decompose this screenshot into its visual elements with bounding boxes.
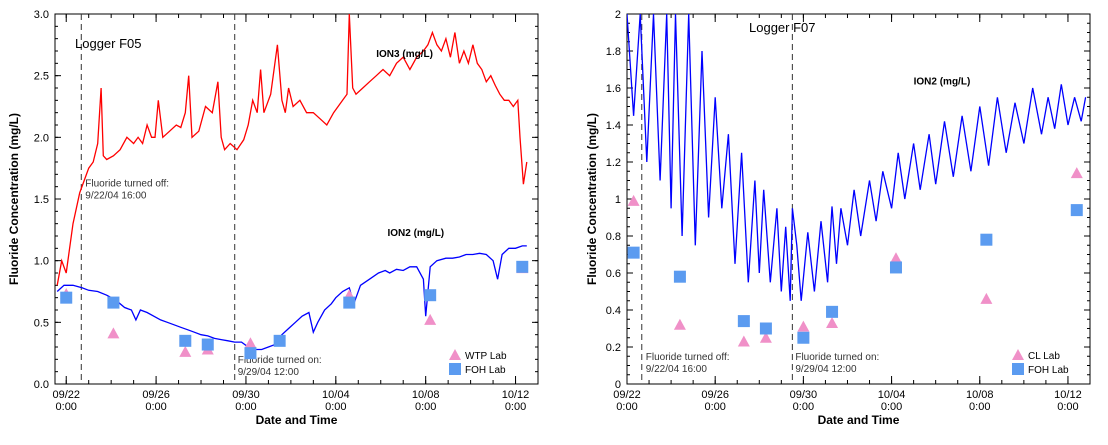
chart1-annotation-text: Fluoride turned off: xyxy=(85,179,169,190)
chart2-x-tick-label-date: 10/08 xyxy=(966,389,994,401)
chart2-marker-triangle xyxy=(797,321,809,332)
chart2-marker-square xyxy=(980,234,992,246)
chart2-x-tick-label-date: 09/26 xyxy=(701,389,729,401)
chart2-marker-square xyxy=(674,271,686,283)
chart1-x-tick-label-date: 10/04 xyxy=(322,389,350,401)
chart2-annotation-text: 9/22/04 16:00 xyxy=(646,364,708,375)
chart2-y-tick-label: 0.8 xyxy=(606,231,621,243)
chart1-marker-square xyxy=(424,289,436,301)
chart2-marker-triangle xyxy=(1071,167,1083,178)
chart2-x-tick-label-time: 0:00 xyxy=(616,401,637,413)
chart2-marker-square xyxy=(760,323,772,335)
chart2-marker-square xyxy=(1071,204,1083,216)
chart2-group: 00.20.40.60.811.21.41.61.8209/220:0009/2… xyxy=(585,9,1090,427)
chart1-y-tick-label: 0.5 xyxy=(34,317,49,329)
chart1-y-tick-label: 1.0 xyxy=(34,256,49,268)
chart1-legend-label: FOH Lab xyxy=(465,365,506,376)
chart1-marker-square xyxy=(516,261,528,273)
chart2-legend-marker-square xyxy=(1012,363,1024,375)
chart1-x-tick-label-date: 09/22 xyxy=(52,389,80,401)
chart1-marker-square xyxy=(244,347,256,359)
chart1-x-tick-label-date: 10/12 xyxy=(502,389,530,401)
chart1-marker-square xyxy=(202,339,214,351)
chart2-series-line-0 xyxy=(627,14,1086,301)
chart1-y-tick-label: 1.5 xyxy=(34,194,49,206)
chart1-marker-square xyxy=(274,335,286,347)
chart2-marker-square xyxy=(738,315,750,327)
chart1-y-tick-label: 3.0 xyxy=(34,9,49,21)
chart2-series-label-0: ION2 (mg/L) xyxy=(914,76,971,87)
chart2-legend-label: CL Lab xyxy=(1028,351,1060,362)
chart2-marker-square xyxy=(826,306,838,318)
chart2-annotation-text: 9/29/04 12:00 xyxy=(795,364,857,375)
chart2-annotation-text: Fluoride turned off: xyxy=(646,352,730,363)
chart2-x-tick-label-date: 10/04 xyxy=(878,389,906,401)
chart2-annotation-text: Fluoride turned on: xyxy=(795,352,879,363)
chart2-y-tick-label: 0.6 xyxy=(606,268,621,280)
chart2-logger-title: Logger F07 xyxy=(749,20,816,35)
chart1-x-tick-label-time: 0:00 xyxy=(415,401,436,413)
chart2-marker-triangle xyxy=(628,195,640,206)
chart1-legend-label: WTP Lab xyxy=(465,351,507,362)
chart1-annotation-text: 9/29/04 12:00 xyxy=(238,367,300,378)
chart1-marker-square xyxy=(179,335,191,347)
chart1-legend-marker-square xyxy=(449,363,461,375)
chart2-marker-square xyxy=(797,332,809,344)
chart2-marker-triangle xyxy=(738,335,750,346)
chart1-x-axis-title: Date and Time xyxy=(256,413,338,427)
chart2-marker-square xyxy=(890,261,902,273)
chart2-legend-marker-triangle xyxy=(1012,349,1024,360)
chart2-y-tick-label: 1.8 xyxy=(606,46,621,58)
chart1-series-line-1 xyxy=(57,246,527,350)
chart2-x-tick-label-time: 0:00 xyxy=(969,401,990,413)
chart1-marker-square xyxy=(343,297,355,309)
chart1-x-tick-label-time: 0:00 xyxy=(505,401,526,413)
chart2-y-tick-label: 2 xyxy=(615,9,621,21)
chart2-marker-triangle xyxy=(674,319,686,330)
chart2-x-tick-label-time: 0:00 xyxy=(1057,401,1078,413)
chart1-series-line-0 xyxy=(57,14,527,285)
chart2-y-tick-label: 1.2 xyxy=(606,157,621,169)
chart2-y-tick-label: 1.4 xyxy=(606,120,621,132)
chart2-x-tick-label-time: 0:00 xyxy=(704,401,725,413)
chart1-x-tick-label-date: 10/08 xyxy=(412,389,440,401)
chart1-y-tick-label: 2.0 xyxy=(34,132,49,144)
chart1-marker-square xyxy=(107,297,119,309)
chart1-logger-title: Logger F05 xyxy=(75,36,142,51)
chart1-marker-triangle xyxy=(107,327,119,338)
chart1-x-tick-label-time: 0:00 xyxy=(145,401,166,413)
chart2-y-tick-label: 1 xyxy=(615,194,621,206)
chart1-y-tick-label: 2.5 xyxy=(34,71,49,83)
chart1-annotation-text: 9/22/04 16:00 xyxy=(85,191,147,202)
chart2-x-tick-label-date: 09/30 xyxy=(790,389,818,401)
chart2-y-tick-label: 0.2 xyxy=(606,342,621,354)
chart1-group: 0.00.51.01.52.02.53.009/220:0009/260:000… xyxy=(7,9,538,427)
chart1-x-tick-label-time: 0:00 xyxy=(235,401,256,413)
chart2-y-tick-label: 1.6 xyxy=(606,83,621,95)
chart2-y-axis-title: Fluoride Concentration (mg/L) xyxy=(585,113,599,285)
chart1-marker-triangle xyxy=(179,346,191,357)
chart1-series-label-1: ION2 (mg/L) xyxy=(387,228,444,239)
chart2-x-tick-label-date: 09/22 xyxy=(613,389,641,401)
chart2-x-tick-label-date: 10/12 xyxy=(1054,389,1082,401)
chart1-x-tick-label-date: 09/26 xyxy=(142,389,170,401)
chart2-legend-label: FOH Lab xyxy=(1028,365,1069,376)
chart2-marker-triangle xyxy=(980,293,992,304)
chart2-x-tick-label-time: 0:00 xyxy=(881,401,902,413)
chart1-marker-square xyxy=(60,292,72,304)
chart1-x-tick-label-date: 09/30 xyxy=(232,389,260,401)
chart2-marker-triangle xyxy=(826,317,838,328)
chart2-x-axis-title: Date and Time xyxy=(818,413,900,427)
chart1-marker-triangle xyxy=(244,337,256,348)
chart1-series-label-0: ION3 (mg/L) xyxy=(376,49,433,60)
chart1-x-tick-label-time: 0:00 xyxy=(56,401,77,413)
chart1-x-tick-label-time: 0:00 xyxy=(325,401,346,413)
chart2-x-tick-label-time: 0:00 xyxy=(793,401,814,413)
chart2-y-tick-label: 0.4 xyxy=(606,305,621,317)
chart1-y-axis-title: Fluoride Concentration (mg/L) xyxy=(7,113,21,285)
chart2-marker-square xyxy=(628,247,640,259)
chart1-legend-marker-triangle xyxy=(449,349,461,360)
chart1-y-tick-label: 0.0 xyxy=(34,379,49,391)
